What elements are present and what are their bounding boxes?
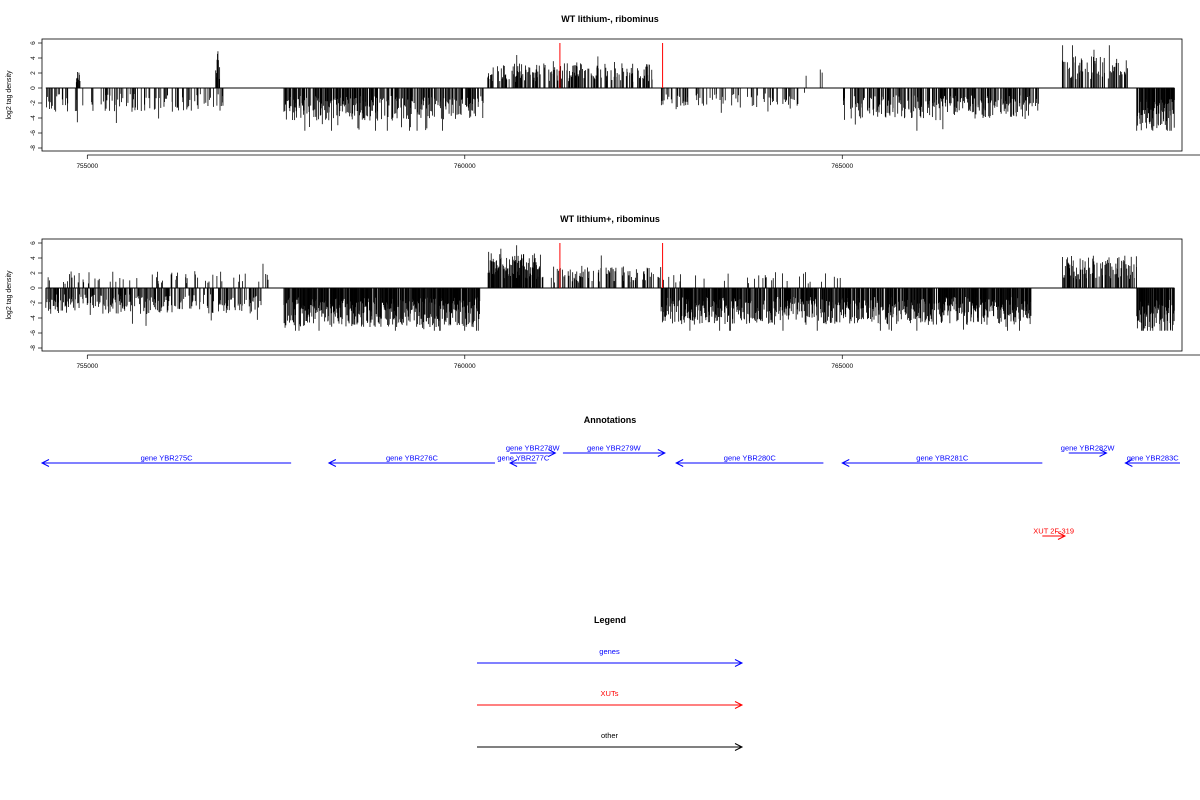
y-axis-label: log2 tag density bbox=[6, 70, 13, 120]
feature-arrowhead bbox=[657, 449, 666, 457]
y-tick-label: 0 bbox=[30, 286, 37, 290]
track-lithium-minus: WT lithium-, ribominus log2 tag density … bbox=[6, 14, 1200, 170]
y-axis-label: log2 tag density bbox=[6, 270, 13, 320]
legend-title: Legend bbox=[594, 615, 626, 625]
feature-arrowhead bbox=[1057, 532, 1067, 540]
y-tick-label: -8 bbox=[30, 345, 37, 351]
legend-arrowhead bbox=[734, 659, 744, 667]
y-tick-label: -8 bbox=[30, 145, 37, 151]
y-tick-label: -4 bbox=[30, 115, 37, 121]
feature-arrowhead bbox=[841, 459, 850, 467]
feature-label: gene YBR281C bbox=[916, 454, 969, 463]
legend-items: genes XUTs other bbox=[477, 647, 744, 751]
legend-arrowhead bbox=[734, 743, 744, 751]
plot-frame bbox=[41, 38, 1183, 152]
y-tick-label: -6 bbox=[30, 130, 37, 136]
y-tick-label: -4 bbox=[30, 315, 37, 321]
feature-label: gene YBR279W bbox=[587, 444, 642, 453]
track-lithium-plus: WT lithium+, ribominus log2 tag density … bbox=[6, 214, 1200, 370]
x-tick-label: 755000 bbox=[76, 363, 98, 370]
y-tick-label: 0 bbox=[30, 86, 37, 90]
y-tick-label: 6 bbox=[30, 241, 37, 245]
y-tick-label: -2 bbox=[30, 100, 37, 106]
legend-label: other bbox=[601, 731, 619, 740]
legend-label: genes bbox=[599, 647, 620, 656]
y-tick-label: 4 bbox=[30, 256, 37, 260]
legend-label: XUTs bbox=[601, 689, 619, 698]
feature-label: gene YBR275C bbox=[141, 454, 194, 463]
x-tick-label: 765000 bbox=[831, 163, 853, 170]
track-title: WT lithium+, ribominus bbox=[560, 214, 660, 224]
annotation-features: gene YBR275C gene YBR276C gene YBR277Cgene… bbox=[40, 444, 1180, 540]
feature-arrowhead bbox=[1124, 459, 1133, 467]
feature-label: gene YBR283C bbox=[1127, 454, 1180, 463]
y-tick-label: 2 bbox=[30, 71, 37, 75]
plot-area: -8-6-4-20246755000760000765000770000 bbox=[30, 38, 1200, 170]
feature-arrowhead bbox=[1099, 449, 1108, 457]
y-tick-label: 4 bbox=[30, 56, 37, 60]
x-tick-label: 760000 bbox=[454, 363, 476, 370]
y-tick-label: -2 bbox=[30, 300, 37, 306]
y-tick-label: 2 bbox=[30, 271, 37, 275]
feature-arrowhead bbox=[675, 459, 684, 467]
feature-label: gene YBR280C bbox=[724, 454, 777, 463]
feature-arrowhead bbox=[40, 459, 50, 467]
x-tick-label: 760000 bbox=[454, 163, 476, 170]
legend-arrowhead bbox=[734, 701, 744, 709]
feature-label: gene YBR282W bbox=[1061, 444, 1116, 453]
feature-arrowhead bbox=[508, 459, 518, 467]
y-tick-label: -6 bbox=[30, 330, 37, 336]
track-title: WT lithium-, ribominus bbox=[561, 14, 659, 24]
plot-frame bbox=[41, 238, 1183, 352]
x-tick-label: 765000 bbox=[831, 363, 853, 370]
plot-area: -8-6-4-20246755000760000765000770000 bbox=[30, 238, 1200, 370]
x-tick-label: 755000 bbox=[76, 163, 98, 170]
feature-label: XUT 2F-319 bbox=[1033, 527, 1074, 536]
y-tick-label: 6 bbox=[30, 41, 37, 45]
feature-label: gene YBR277C bbox=[497, 454, 550, 463]
annotations-panel: Annotations gene YBR275C gene YBR276C gene… bbox=[40, 415, 1180, 540]
annotations-title: Annotations bbox=[584, 415, 637, 425]
legend-panel: Legend genes XUTs other bbox=[477, 615, 744, 751]
feature-arrowhead bbox=[548, 449, 557, 457]
feature-arrowhead bbox=[327, 459, 337, 467]
feature-label: gene YBR278W bbox=[506, 444, 561, 453]
feature-label: gene YBR276C bbox=[386, 454, 439, 463]
